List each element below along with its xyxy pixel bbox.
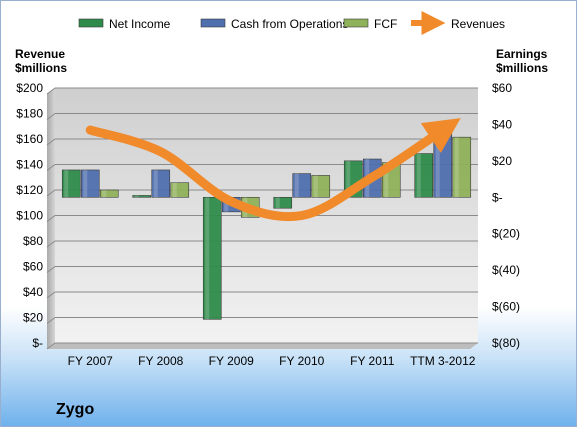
bar-fcf bbox=[311, 175, 331, 198]
gridline-wall bbox=[46, 138, 56, 146]
series-revenues-line bbox=[85, 118, 461, 222]
bar-highlight bbox=[64, 169, 69, 198]
legend-swatch bbox=[343, 18, 369, 28]
bar-highlight bbox=[346, 160, 351, 198]
left-tick-label: $140 bbox=[16, 158, 43, 172]
bar-highlight bbox=[83, 169, 88, 198]
left-tick-label: $60 bbox=[23, 260, 43, 274]
chart-title: Zygo bbox=[56, 401, 94, 418]
bar-highlight bbox=[294, 173, 299, 198]
category-label: TTM 3-2012 bbox=[410, 354, 476, 368]
left-tick-label: $80 bbox=[23, 234, 43, 248]
category-label: FY 2011 bbox=[350, 354, 395, 368]
category-label: FY 2010 bbox=[279, 354, 324, 368]
gridline-wall bbox=[46, 87, 56, 95]
bar-highlight bbox=[172, 182, 177, 198]
left-tick-label: $100 bbox=[16, 209, 43, 223]
bar-highlight bbox=[313, 175, 318, 198]
left-tick-label: $40 bbox=[23, 285, 43, 299]
left-tick-label: $200 bbox=[16, 81, 43, 95]
legend-label: Net Income bbox=[109, 17, 171, 31]
bar-cash-from-operations bbox=[151, 169, 171, 198]
left-axis-ticks: $- $20 $40 $60 $80 $100 $120 $140 $160 $180 $200 bbox=[16, 81, 43, 350]
bar-net-income bbox=[132, 195, 152, 198]
category-label: FY 2008 bbox=[138, 354, 183, 368]
bar-net-income bbox=[202, 196, 222, 320]
legend-item-revenues: Revenues bbox=[411, 11, 505, 35]
bar-highlight bbox=[102, 190, 107, 198]
left-tick-label: $180 bbox=[16, 107, 43, 121]
plot-floor bbox=[47, 343, 478, 349]
bar-highlight bbox=[224, 197, 229, 212]
right-tick-label: $(60) bbox=[492, 300, 520, 314]
bar-highlight bbox=[384, 162, 389, 198]
right-tick-label: $(40) bbox=[492, 263, 520, 277]
bar-fcf bbox=[170, 182, 190, 198]
bar-cash-from-operations bbox=[292, 173, 312, 198]
series-fcf bbox=[99, 136, 472, 218]
left-tick-label: $20 bbox=[23, 311, 43, 325]
gridline-wall bbox=[46, 189, 56, 197]
left-axis-title-line2: $millions bbox=[15, 61, 67, 75]
gridline-wall bbox=[46, 291, 56, 299]
right-tick-label: $(20) bbox=[492, 227, 520, 241]
right-axis-ticks: $(80) $(60) $(40) $(20) $- $20 $40 $60 bbox=[492, 81, 520, 350]
right-tick-label: $40 bbox=[492, 117, 512, 131]
right-tick-label: $(80) bbox=[492, 336, 520, 350]
bar-highlight bbox=[435, 126, 440, 198]
category-label: FY 2009 bbox=[209, 354, 254, 368]
legend-item-cash-from-operations: Cash from Operations bbox=[200, 17, 348, 31]
right-tick-label: $20 bbox=[492, 154, 512, 168]
legend-swatch bbox=[78, 18, 104, 28]
category-labels: FY 2007 FY 2008 FY 2009 FY 2010 FY 2011 TTM 3… bbox=[68, 354, 476, 368]
right-axis-title-line1: Earnings bbox=[496, 47, 548, 61]
legend-item-fcf: FCF bbox=[343, 17, 397, 31]
left-tick-label: $- bbox=[32, 336, 43, 350]
bar-net-income bbox=[273, 196, 293, 209]
legend-swatch bbox=[200, 18, 226, 28]
legend-label: FCF bbox=[374, 17, 397, 31]
bar-highlight bbox=[454, 137, 459, 198]
bar-highlight bbox=[416, 153, 421, 198]
bar-highlight bbox=[275, 197, 280, 209]
legend-label: Revenues bbox=[451, 17, 505, 31]
right-tick-label: $- bbox=[492, 190, 503, 204]
left-tick-label: $120 bbox=[16, 183, 43, 197]
gridline-wall bbox=[46, 266, 56, 273]
plot-area bbox=[46, 87, 478, 350]
bar-net-income bbox=[61, 169, 81, 198]
category-label: FY 2007 bbox=[68, 354, 113, 368]
gridline-wall bbox=[46, 215, 56, 222]
bar-net-income bbox=[414, 153, 434, 198]
legend: Net Income Cash from Operations FCF Revenue… bbox=[78, 11, 505, 35]
gridline-wall bbox=[46, 164, 56, 171]
bar-highlight bbox=[153, 169, 158, 198]
bar-highlight bbox=[205, 197, 210, 320]
gridline-wall bbox=[46, 317, 56, 324]
bar-fcf bbox=[99, 189, 119, 198]
right-tick-label: $60 bbox=[492, 81, 512, 95]
gridline-wall bbox=[46, 240, 56, 248]
series-net-income bbox=[61, 153, 434, 320]
right-axis-title-line2: $millions bbox=[496, 61, 548, 75]
left-axis-title-line1: Revenue bbox=[15, 47, 65, 61]
legend-item-net-income: Net Income bbox=[78, 17, 171, 31]
bar-highlight bbox=[134, 195, 139, 198]
left-tick-label: $160 bbox=[16, 132, 43, 146]
bar-cash-from-operations bbox=[80, 169, 100, 198]
gridline-wall bbox=[46, 342, 56, 350]
legend-label: Cash from Operations bbox=[231, 17, 348, 31]
gridline-wall bbox=[46, 113, 56, 120]
